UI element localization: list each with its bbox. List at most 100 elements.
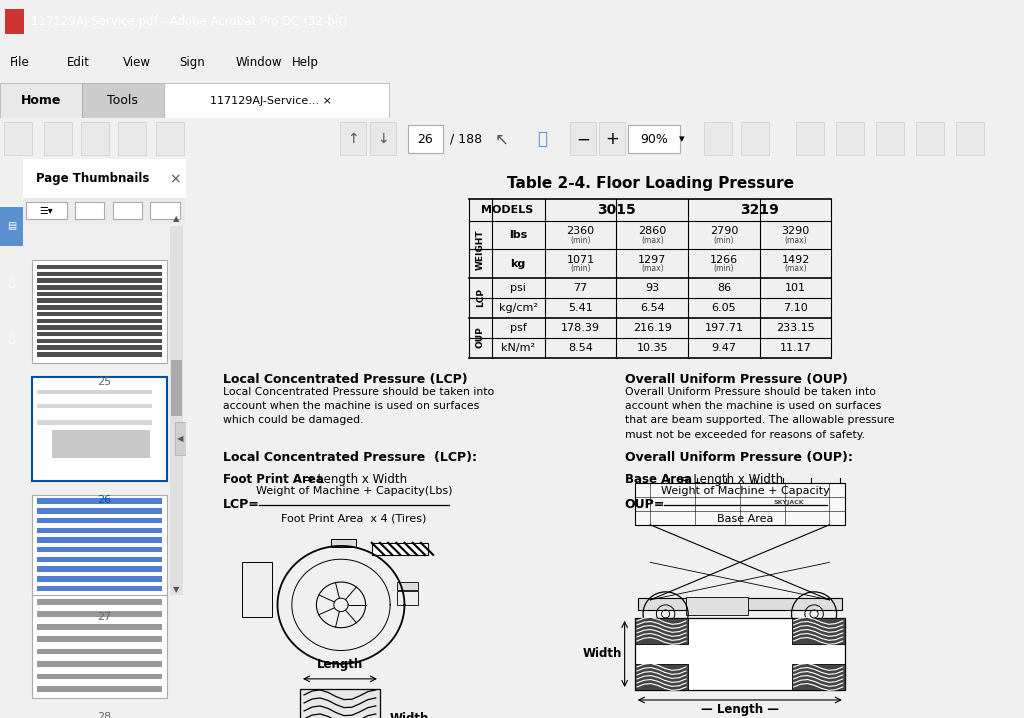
Text: Foot Print Area  x 4 (Tires): Foot Print Area x 4 (Tires)	[282, 514, 426, 523]
Bar	[82, 83, 164, 118]
Bar	[81, 123, 109, 155]
Bar	[37, 271, 162, 276]
Bar	[956, 123, 984, 155]
Text: 90%: 90%	[640, 133, 668, 146]
Text: 197.71: 197.71	[705, 322, 743, 332]
Text: ↑: ↑	[347, 132, 358, 146]
Bar	[37, 537, 162, 543]
Text: (max): (max)	[784, 236, 807, 245]
Text: (max): (max)	[641, 264, 664, 273]
Text: +: +	[605, 131, 618, 149]
Bar	[37, 624, 162, 630]
Bar	[300, 689, 380, 718]
Text: psi: psi	[510, 283, 526, 292]
Text: 233.15: 233.15	[776, 322, 815, 332]
Text: 1492: 1492	[781, 254, 810, 264]
Text: 25: 25	[97, 377, 112, 387]
Text: LCP: LCP	[476, 288, 484, 307]
Text: 178.39: 178.39	[561, 322, 600, 332]
Bar	[37, 556, 162, 562]
Bar	[37, 576, 162, 582]
Text: Sign: Sign	[179, 56, 205, 70]
Bar	[836, 123, 864, 155]
Text: 26: 26	[417, 133, 433, 146]
Text: Width: Width	[390, 712, 429, 718]
Text: 1266: 1266	[710, 254, 738, 264]
Bar	[23, 198, 186, 223]
Text: Weight of Machine + Capacity: Weight of Machine + Capacity	[662, 486, 829, 495]
Text: psf: psf	[510, 322, 526, 332]
Text: Length: Length	[316, 658, 364, 671]
Text: Window: Window	[236, 56, 282, 70]
Text: File: File	[10, 56, 30, 70]
Bar	[37, 312, 162, 317]
Bar	[5, 9, 24, 34]
Text: 117129AJ-Service... ×: 117129AJ-Service... ×	[210, 95, 333, 106]
Text: 28: 28	[97, 712, 112, 718]
Text: Weight of Machine + Capacity(Lbs): Weight of Machine + Capacity(Lbs)	[256, 486, 452, 495]
Bar	[370, 123, 396, 155]
Text: 216.19: 216.19	[633, 322, 672, 332]
Bar	[37, 299, 162, 303]
Bar	[37, 661, 162, 667]
Text: = Length x Width: = Length x Width	[300, 472, 408, 486]
Text: (min): (min)	[714, 264, 734, 273]
Bar	[151, 202, 180, 219]
Bar	[796, 123, 824, 155]
Bar	[397, 591, 418, 605]
Text: 🔖: 🔖	[8, 277, 14, 287]
Bar	[52, 430, 151, 458]
Bar	[37, 404, 152, 408]
Text: ▤: ▤	[6, 221, 16, 231]
Text: / 188: / 188	[450, 133, 482, 146]
Bar	[33, 595, 167, 699]
Text: 2790: 2790	[710, 226, 738, 236]
Bar	[792, 664, 845, 690]
Text: kg/cm²: kg/cm²	[499, 302, 538, 312]
Text: Table 2-4. Floor Loading Pressure: Table 2-4. Floor Loading Pressure	[507, 176, 794, 191]
Text: Overall Uniform Pressure (OUP): Overall Uniform Pressure (OUP)	[625, 373, 848, 386]
Bar	[705, 123, 732, 155]
Bar	[26, 202, 67, 219]
Bar	[37, 498, 162, 504]
Bar	[599, 123, 625, 155]
Text: ✋: ✋	[537, 131, 547, 149]
Bar	[37, 649, 162, 654]
Text: 117129AJ-Service.pdf - Adobe Acrobat Pro DC (32-bit): 117129AJ-Service.pdf - Adobe Acrobat Pro…	[31, 15, 347, 28]
Bar	[37, 305, 162, 309]
Text: = Length x Width: = Length x Width	[676, 472, 783, 486]
Text: (max): (max)	[641, 236, 664, 245]
Bar	[628, 126, 680, 154]
Text: 🔗: 🔗	[8, 333, 14, 343]
Bar	[37, 518, 162, 523]
Text: 5.41: 5.41	[568, 302, 593, 312]
Bar	[113, 202, 142, 219]
Text: (min): (min)	[570, 236, 591, 245]
Bar	[570, 123, 596, 155]
Bar	[0, 207, 23, 246]
Bar	[37, 420, 152, 425]
Bar	[635, 482, 845, 525]
Text: Page Thumbnails: Page Thumbnails	[36, 172, 150, 185]
Text: ☰▾: ☰▾	[40, 206, 53, 216]
Text: Local Concentrated Pressure (LCP): Local Concentrated Pressure (LCP)	[223, 373, 468, 386]
Bar	[37, 339, 162, 343]
Bar	[37, 586, 162, 591]
Text: WEIGHT: WEIGHT	[476, 229, 484, 270]
Bar	[37, 528, 162, 533]
Text: OUP: OUP	[476, 327, 484, 348]
Text: 10.35: 10.35	[637, 342, 668, 353]
Bar	[156, 123, 184, 155]
Text: 2860: 2860	[638, 226, 667, 236]
Text: ◀: ◀	[177, 434, 184, 443]
Bar	[37, 345, 162, 350]
Text: Base Area: Base Area	[717, 514, 774, 523]
Text: LCP=: LCP=	[223, 498, 260, 511]
Bar	[37, 285, 162, 289]
Bar	[792, 618, 845, 644]
Bar	[44, 123, 72, 155]
Text: 6.54: 6.54	[640, 302, 665, 312]
Text: lbs: lbs	[509, 230, 527, 241]
Bar	[37, 390, 152, 394]
Text: ↖: ↖	[495, 131, 509, 149]
